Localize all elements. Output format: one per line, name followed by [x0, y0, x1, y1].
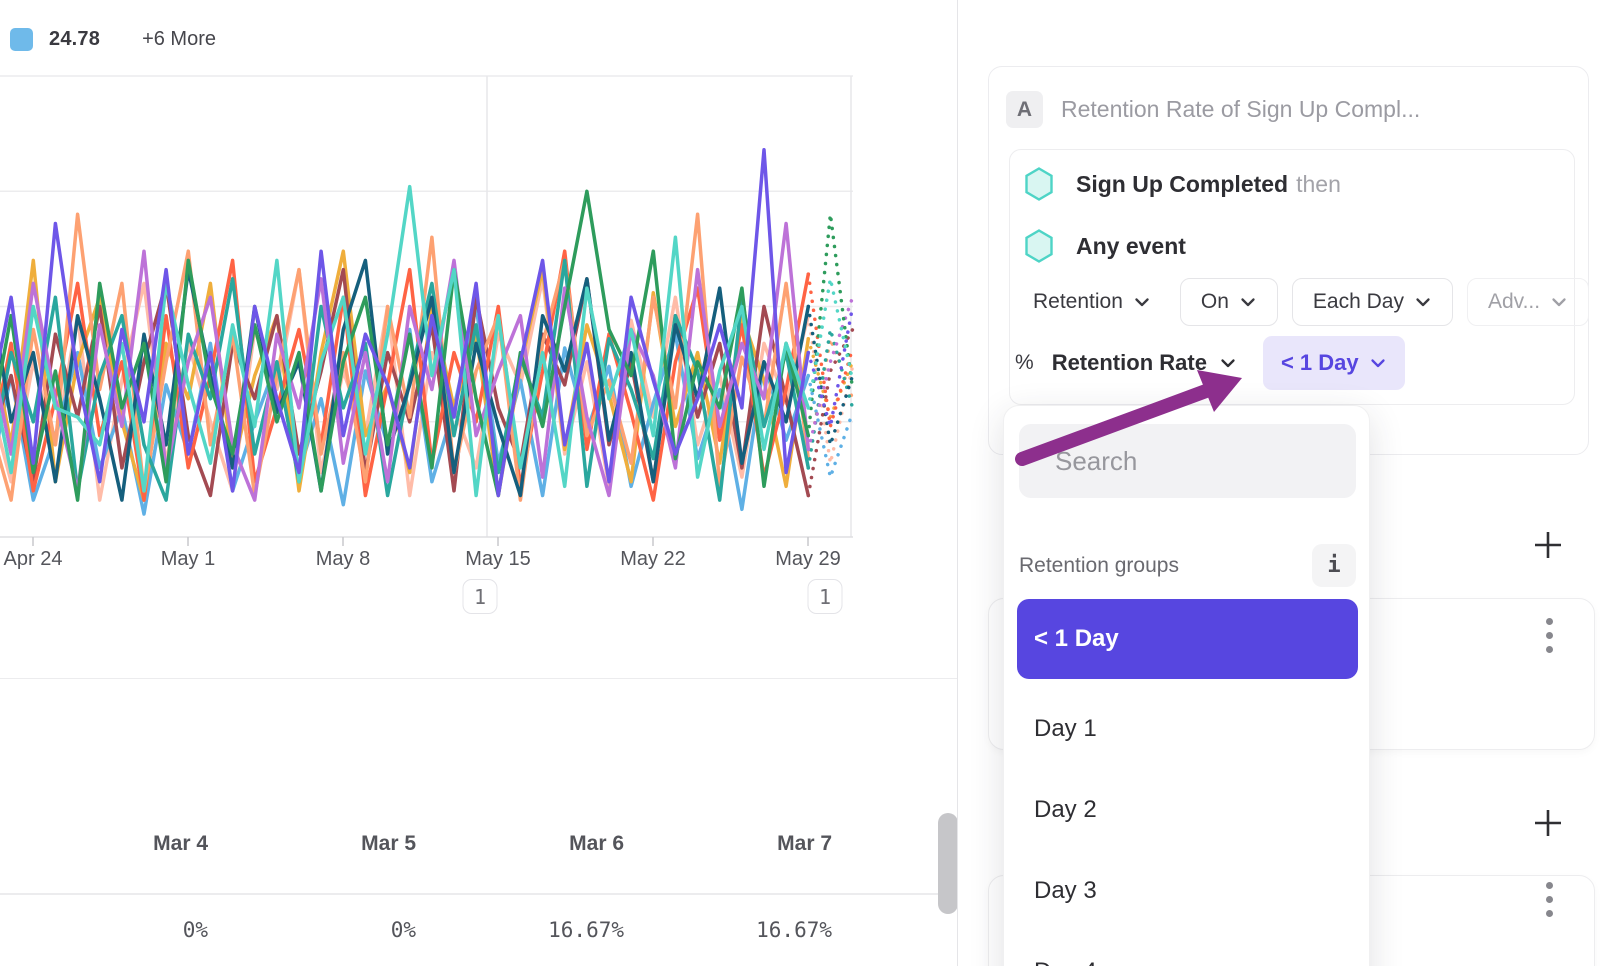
event-row-first[interactable]: Sign Up Completed then	[1024, 167, 1341, 201]
chevron-down-icon	[1133, 293, 1151, 311]
menu-option[interactable]: Day 1	[1034, 715, 1097, 742]
retention-controls-row: Retention On Each Day Adv...	[1018, 278, 1590, 326]
menu-option[interactable]: Day 4	[1017, 932, 1358, 966]
section-divider	[0, 678, 957, 679]
measure-row: % Retention Rate < 1 Day	[1015, 336, 1405, 390]
percent-symbol: %	[1015, 351, 1034, 374]
info-icon[interactable]: i	[1312, 544, 1356, 587]
legend-value: 24.78	[49, 28, 101, 50]
table-header-cell: Mar 5	[361, 832, 416, 855]
card-menu-button[interactable]	[1546, 618, 1553, 653]
menu-option[interactable]: Day 3	[1034, 877, 1097, 904]
chart-series-cohort-coral	[806, 272, 855, 429]
menu-search	[1019, 424, 1390, 498]
legend-swatch	[10, 28, 33, 51]
chart-series-cohort-purple	[0, 148, 811, 498]
retention-line-chart[interactable]	[0, 0, 957, 678]
chevron-down-icon	[1550, 293, 1568, 311]
table-value-cell: 16.67%	[756, 918, 832, 942]
x-axis-tick-label: Apr 24	[3, 548, 63, 570]
legend-more-button[interactable]: +6 More	[142, 28, 216, 50]
event-hexagon-icon	[1025, 229, 1053, 263]
query-card-header: A Retention Rate of Sign Up Compl...	[1006, 91, 1420, 128]
x-axis-tick-label: May 29	[775, 548, 841, 570]
chart-series-cohort-purple	[806, 304, 855, 429]
chart-series-cohort-dark-teal	[0, 258, 811, 502]
add-query-button[interactable]	[1531, 806, 1565, 840]
chart-series-cohort-aqua	[806, 277, 855, 410]
chart-legend: 24.78 +6 More	[10, 28, 216, 51]
table-divider	[0, 893, 940, 895]
on-dropdown[interactable]: On	[1179, 278, 1278, 326]
menu-option[interactable]: Day 2	[1034, 796, 1097, 823]
plus-icon	[1535, 532, 1561, 558]
card-menu-button[interactable]	[1546, 882, 1553, 917]
query-title: Retention Rate of Sign Up Compl...	[1061, 96, 1421, 122]
event-hexagon-icon	[1025, 167, 1053, 201]
table-header-cell: Mar 6	[569, 832, 624, 855]
x-axis-tick-label: May 1	[160, 548, 216, 570]
annotation-badge[interactable]: 1	[462, 579, 498, 614]
chevron-down-icon	[1414, 293, 1432, 311]
event-row-return[interactable]: Any event	[1024, 229, 1186, 263]
menu-group-row: Retention groups i	[1019, 544, 1356, 587]
chart-series-cohort-aqua	[0, 184, 811, 498]
add-query-button[interactable]	[1531, 528, 1565, 562]
table-header-cell: Mar 7	[777, 832, 832, 855]
search-input[interactable]	[1055, 445, 1390, 477]
vertical-scrollbar[interactable]	[938, 813, 958, 914]
table-value-row: 0% 0% 16.67% 16.67%	[0, 918, 872, 942]
chart-series-cohort-green	[0, 189, 811, 502]
retention-group-menu: Retention groups i < 1 Day Day 1 Day 2 Day …	[1003, 405, 1390, 966]
x-axis-tick-label: May 15	[465, 548, 531, 570]
panel-divider	[957, 0, 958, 966]
event-name: Sign Up Completed	[1076, 170, 1289, 197]
kebab-icon	[1546, 618, 1553, 625]
x-axis-tick-label: May 8	[315, 548, 371, 570]
chart-series-cohort-orange	[0, 212, 811, 502]
event-block: Sign Up Completed then Any event Retentio…	[1009, 149, 1590, 405]
table-value-cell: 0%	[182, 918, 208, 942]
chart-series-cohort-maroon	[806, 327, 855, 498]
table-header-cell: Mar 4	[153, 832, 208, 855]
advanced-dropdown[interactable]: Adv...	[1466, 278, 1590, 326]
event-name: Any event	[1076, 232, 1186, 259]
plus-icon	[1535, 810, 1561, 836]
query-card-a: A Retention Rate of Sign Up Compl... Sig…	[988, 66, 1590, 455]
query-letter-badge: A	[1006, 91, 1043, 128]
chevron-down-icon	[1369, 354, 1387, 372]
table-value-cell: 0%	[390, 918, 416, 942]
kebab-icon	[1546, 882, 1553, 889]
chevron-down-icon	[1219, 354, 1237, 372]
table-header-row: Mar 4 Mar 5 Mar 6 Mar 7	[0, 832, 872, 856]
annotation-badge[interactable]: 1	[807, 579, 843, 614]
table-value-cell: 16.67%	[548, 918, 624, 942]
interval-dropdown[interactable]: Each Day	[1291, 278, 1453, 326]
chevron-down-icon	[1239, 293, 1257, 311]
group-label: Retention groups	[1019, 553, 1179, 577]
event-suffix: then	[1296, 170, 1341, 197]
retention-interval-dropdown[interactable]: < 1 Day	[1262, 336, 1405, 390]
x-axis-tick-label: May 22	[620, 548, 686, 570]
measure-dropdown[interactable]: Retention Rate	[1052, 350, 1237, 376]
menu-option-selected[interactable]: < 1 Day	[1017, 599, 1358, 679]
retention-mode-dropdown[interactable]: Retention	[1018, 278, 1166, 326]
